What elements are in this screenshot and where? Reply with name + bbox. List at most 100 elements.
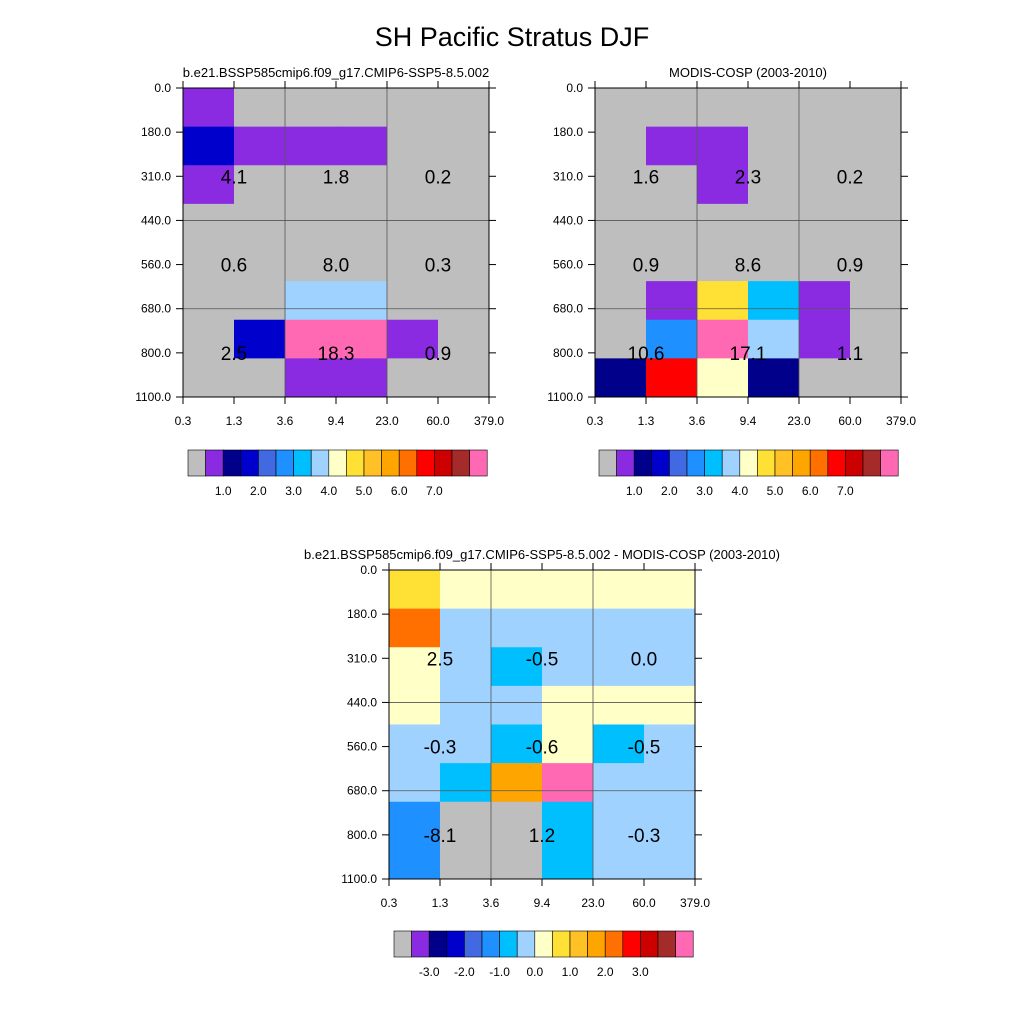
y-tick-label: 800.0	[141, 346, 171, 360]
cell-value-label: 0.6	[221, 256, 247, 277]
heatmap-cell	[646, 203, 698, 243]
colorbar-label: 5.0	[356, 484, 373, 498]
y-tick-label: 440.0	[347, 695, 377, 709]
colorbar-box	[393, 930, 412, 958]
heatmap-cell	[336, 165, 388, 205]
x-tick-label: 60.0	[838, 414, 862, 428]
cell-value-label: 2.3	[735, 167, 761, 188]
heatmap-cell	[389, 685, 441, 725]
y-tick-label: 180.0	[347, 607, 377, 621]
y-tick-label: 680.0	[141, 302, 171, 316]
heatmap-cell	[595, 242, 647, 282]
y-tick-label: 440.0	[141, 213, 171, 227]
heatmap-cell	[593, 840, 645, 880]
colorbar-box	[398, 449, 418, 477]
y-tick-label: 1100.0	[135, 390, 171, 404]
colorbar-box	[381, 449, 400, 477]
heatmap-cell	[234, 242, 286, 282]
heatmap-cell	[183, 319, 235, 359]
colorbar-box	[240, 449, 259, 477]
heatmap-cell	[542, 763, 594, 803]
heatmap-cell	[646, 358, 698, 398]
colorbar-label: 0.0	[526, 965, 543, 979]
heatmap-cell	[183, 242, 235, 282]
colorbar-box	[587, 930, 606, 958]
colorbar-box	[686, 449, 705, 477]
colorbar-label: 2.0	[597, 965, 614, 979]
heatmap-cell	[336, 88, 388, 127]
colorbar-box	[328, 449, 347, 477]
heatmap-cell	[491, 801, 543, 841]
cell-value-label: 1.8	[323, 167, 349, 188]
y-tick-label: 680.0	[347, 784, 377, 798]
heatmap-cell	[234, 126, 286, 166]
cell-value-label: 2.5	[221, 344, 247, 365]
heatmap-cell	[387, 126, 439, 166]
heatmap-cell	[387, 242, 439, 282]
heatmap-cell	[491, 685, 543, 725]
heatmap-cell	[850, 242, 902, 282]
heatmap-cell	[697, 358, 749, 398]
colorbar-box	[809, 449, 829, 477]
x-tick-label: 23.0	[787, 414, 811, 428]
heatmap-cell	[542, 801, 594, 841]
heatmap-cell	[440, 647, 492, 687]
x-tick-label: 1.3	[226, 414, 243, 428]
colorbar-label: 7.0	[837, 484, 854, 498]
heatmap-cell	[595, 126, 647, 166]
heatmap-cell	[542, 608, 594, 648]
colorbar-box	[534, 930, 553, 958]
x-tick-label: 60.0	[632, 896, 656, 910]
heatmap-cell	[799, 319, 851, 359]
heatmap-cell	[389, 801, 441, 841]
heatmap-cell	[644, 608, 696, 648]
heatmap-cell	[542, 724, 594, 764]
heatmap-cell	[850, 203, 902, 243]
x-tick-label: 3.6	[689, 414, 706, 428]
heatmap-cell	[799, 203, 851, 243]
heatmap-cell	[697, 319, 749, 359]
colorbar-box	[640, 930, 659, 958]
panel-title: b.e21.BSSP585cmip6.f09_g17.CMIP6-SSP5-8.…	[183, 65, 489, 80]
heatmap-cell	[336, 281, 388, 321]
heatmap-cell	[183, 88, 235, 127]
colorbar-box	[669, 449, 688, 477]
colorbar-box	[622, 930, 641, 958]
heatmap-cell	[440, 801, 492, 841]
colorbar-label: 1.0	[215, 484, 232, 498]
heatmap-cell	[646, 88, 698, 127]
heatmap-cell	[850, 88, 902, 127]
heatmap-cell	[285, 88, 337, 127]
heatmap-cell	[748, 281, 800, 321]
heatmap-cell	[644, 840, 696, 880]
colorbar-label: 6.0	[802, 484, 819, 498]
heatmap-cell	[748, 242, 800, 282]
colorbar-box	[428, 930, 448, 958]
colorbar-label: 1.0	[562, 965, 579, 979]
x-tick-label: 9.4	[328, 414, 345, 428]
heatmap-cell	[387, 358, 439, 398]
heatmap-cell	[697, 203, 749, 243]
heatmap-cell	[697, 242, 749, 282]
cell-value-label: 8.6	[735, 256, 761, 277]
heatmap-cell	[389, 840, 441, 880]
heatmap-cell	[438, 242, 490, 282]
colorbar-box	[205, 449, 224, 477]
colorbar-box	[827, 449, 846, 477]
cell-value-label: 1.6	[633, 167, 659, 188]
heatmap-cell	[748, 88, 800, 127]
cell-value-label: 2.5	[427, 649, 453, 670]
heatmap-cell	[697, 88, 749, 127]
heatmap-cell	[234, 88, 286, 127]
heatmap-cell	[799, 165, 851, 205]
heatmap-cell	[646, 242, 698, 282]
heatmap-cell	[389, 570, 441, 609]
x-tick-label: 9.4	[740, 414, 757, 428]
colorbar-box	[757, 449, 776, 477]
colorbar-box	[598, 449, 617, 477]
heatmap-cell	[491, 724, 543, 764]
heatmap-cell	[799, 242, 851, 282]
heatmap-cell	[285, 242, 337, 282]
heatmap-cell	[389, 647, 441, 687]
